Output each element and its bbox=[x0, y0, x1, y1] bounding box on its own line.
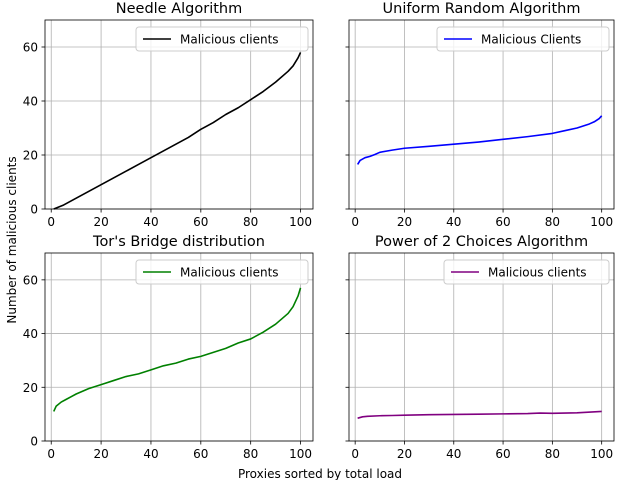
x-tick-label: 20 bbox=[397, 215, 412, 229]
x-tick-label: 20 bbox=[397, 447, 412, 461]
x-tick-label: 60 bbox=[193, 215, 208, 229]
chart-panel-4: 0 20 40 60 80 100 Power of 2 Choices Algorithm… bbox=[345, 234, 615, 461]
chart-panel-2: 0 20 40 60 80 100 Uniform Random Algorithm Mali… bbox=[345, 1, 615, 229]
series-line bbox=[53, 287, 302, 412]
plot-frame bbox=[44, 19, 314, 210]
y-axis-label: Number of malicious clients bbox=[5, 156, 19, 323]
y-tick-label: 60 bbox=[23, 41, 38, 55]
legend-label: Malicious clients bbox=[180, 33, 279, 47]
x-tick-label: 0 bbox=[351, 447, 359, 461]
panel-title: Needle Algorithm bbox=[116, 1, 242, 17]
x-tick-label: 40 bbox=[446, 447, 461, 461]
x-tick-label: 80 bbox=[545, 447, 560, 461]
x-tick-label: 80 bbox=[545, 215, 560, 229]
series-line bbox=[356, 115, 603, 165]
y-tick-label: 40 bbox=[23, 95, 38, 109]
panel-title: Uniform Random Algorithm bbox=[383, 1, 581, 17]
x-tick-label: 100 bbox=[289, 447, 312, 461]
chart-panel-3: 0 20 40 60 80 100 0 20 40 60 Tor's Bridge distribu… bbox=[23, 234, 314, 461]
x-tick-label: 40 bbox=[143, 215, 158, 229]
x-tick-label: 40 bbox=[143, 447, 158, 461]
y-tick-label: 20 bbox=[23, 149, 38, 163]
x-tick-label: 100 bbox=[289, 215, 312, 229]
plot-frame bbox=[44, 252, 314, 442]
panel-title: Tor's Bridge distribution bbox=[92, 234, 265, 250]
panel-title: Power of 2 Choices Algorithm bbox=[375, 234, 588, 250]
x-tick-label: 20 bbox=[93, 447, 108, 461]
x-tick-label: 60 bbox=[193, 447, 208, 461]
legend-frame bbox=[135, 259, 309, 285]
x-tick-label: 60 bbox=[495, 447, 510, 461]
x-tick-label: 20 bbox=[93, 215, 108, 229]
series-line bbox=[53, 52, 302, 210]
y-tick-label: 40 bbox=[23, 327, 38, 341]
x-tick-label: 100 bbox=[590, 447, 613, 461]
y-tick-label: 20 bbox=[23, 381, 38, 395]
y-tick-label: 0 bbox=[30, 203, 38, 217]
legend-label: Malicious Clients bbox=[481, 33, 581, 47]
legend: Malicious clients bbox=[135, 259, 309, 285]
chart-panels: 0 20 40 60 80 100 0 20 40 60 Needle Algorithm Malic… bbox=[23, 1, 615, 461]
x-tick-label: 80 bbox=[243, 215, 258, 229]
legend-label: Malicious clients bbox=[180, 266, 279, 280]
x-tick-label: 80 bbox=[243, 447, 258, 461]
y-tick-label: 60 bbox=[23, 273, 38, 287]
legend: Malicious Clients bbox=[436, 26, 610, 52]
plot-frame bbox=[348, 252, 615, 442]
plot-frame bbox=[348, 19, 615, 210]
legend-frame bbox=[135, 26, 309, 52]
legend-frame bbox=[436, 26, 610, 52]
series-line bbox=[357, 410, 602, 419]
x-tick-label: 0 bbox=[351, 215, 359, 229]
x-tick-label: 60 bbox=[495, 215, 510, 229]
x-tick-label: 40 bbox=[446, 215, 461, 229]
legend: Malicious clients bbox=[135, 26, 309, 52]
chart-panel-1: 0 20 40 60 80 100 0 20 40 60 Needle Algorithm Malic… bbox=[23, 1, 314, 229]
legend-label: Malicious clients bbox=[488, 266, 587, 280]
x-axis-label: Proxies sorted by total load bbox=[238, 467, 402, 480]
x-tick-label: 0 bbox=[47, 447, 55, 461]
x-tick-label: 100 bbox=[590, 215, 613, 229]
legend-frame bbox=[443, 259, 610, 285]
x-tick-label: 0 bbox=[47, 215, 55, 229]
legend: Malicious clients bbox=[443, 259, 610, 285]
y-tick-label: 0 bbox=[30, 435, 38, 449]
